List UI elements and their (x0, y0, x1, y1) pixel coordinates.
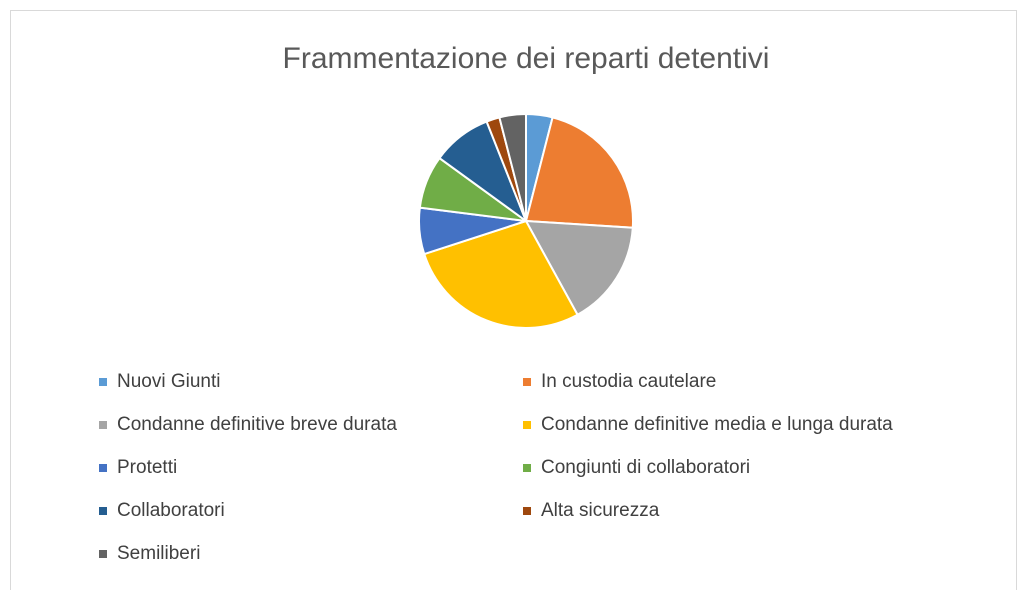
legend-swatch (523, 507, 531, 515)
legend-swatch (99, 421, 107, 429)
pie-slice (422, 219, 579, 329)
pie-slice (524, 116, 634, 229)
legend-swatch (523, 421, 531, 429)
pie-slice (524, 219, 634, 317)
legend-label: Congiunti di collaboratori (541, 457, 750, 478)
chart-title: Frammentazione dei reparti detentivi (283, 42, 770, 75)
legend-swatch (523, 464, 531, 472)
legend-swatch (99, 378, 107, 386)
legend-label: Semiliberi (117, 543, 200, 564)
legend-label: Condanne definitive media e lunga durata (541, 414, 893, 435)
legend-label: Collaboratori (117, 500, 225, 521)
legend-swatch (523, 378, 531, 386)
legend-label: Nuovi Giunti (117, 371, 221, 392)
legend-label: Alta sicurezza (541, 500, 660, 521)
legend-label: In custodia cautelare (541, 371, 716, 392)
legend-swatch (99, 550, 107, 558)
legend-swatch (99, 507, 107, 515)
legend-label: Condanne definitive breve durata (117, 414, 397, 435)
pie-slice (498, 112, 527, 222)
legend-label: Protetti (117, 457, 177, 478)
legend-swatch (99, 464, 107, 472)
